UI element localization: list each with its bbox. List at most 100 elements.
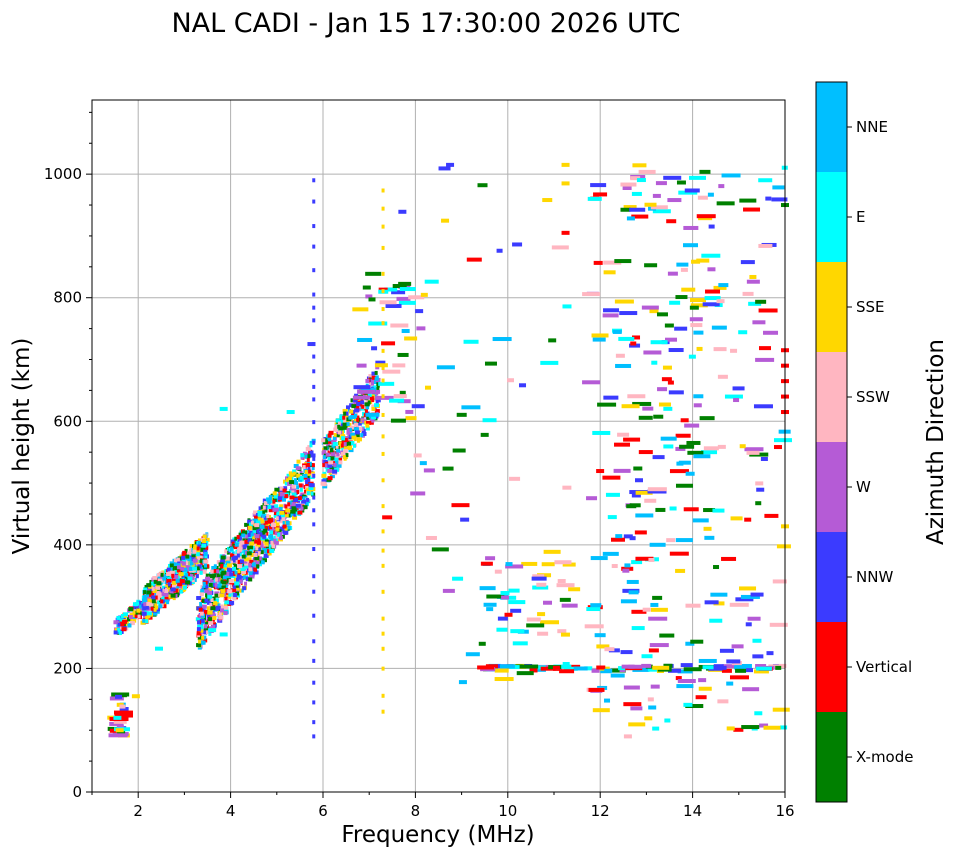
echo-point bbox=[304, 454, 309, 459]
echo-point bbox=[353, 443, 357, 448]
echo-point bbox=[337, 463, 342, 468]
echo-point bbox=[602, 313, 619, 318]
echo-point bbox=[146, 590, 152, 595]
echo-point bbox=[590, 603, 602, 608]
echo-point bbox=[650, 684, 660, 689]
echo-point bbox=[650, 607, 668, 612]
echo-point bbox=[342, 455, 346, 460]
echo-point bbox=[675, 446, 686, 451]
echo-point bbox=[586, 496, 598, 501]
echo-point bbox=[630, 176, 641, 181]
echo-point bbox=[306, 457, 310, 462]
echo-point bbox=[262, 526, 267, 531]
echo-point bbox=[346, 427, 350, 432]
echo-point bbox=[323, 446, 328, 451]
echo-point bbox=[748, 301, 762, 306]
echo-point bbox=[167, 582, 171, 587]
echo-point bbox=[740, 260, 755, 265]
echo-point bbox=[269, 530, 274, 535]
echo-point bbox=[270, 503, 275, 508]
echo-point bbox=[650, 340, 668, 345]
echo-point bbox=[343, 442, 347, 447]
echo-point bbox=[354, 408, 360, 413]
echo-point bbox=[307, 478, 311, 483]
echo-point bbox=[224, 584, 228, 589]
echo-point bbox=[113, 715, 122, 720]
echo-point bbox=[341, 451, 346, 456]
echo-point bbox=[295, 503, 301, 508]
echo-point bbox=[254, 523, 260, 528]
echo-point bbox=[273, 535, 278, 540]
echo-point bbox=[371, 418, 375, 423]
echo-point bbox=[252, 526, 258, 531]
echo-point bbox=[203, 628, 208, 633]
echo-point bbox=[217, 583, 222, 588]
echo-point bbox=[312, 440, 316, 445]
echo-point bbox=[666, 219, 677, 224]
echo-point bbox=[223, 611, 228, 616]
echo-point bbox=[263, 528, 268, 533]
echo-point bbox=[610, 668, 626, 673]
echo-point bbox=[207, 590, 213, 595]
echo-point bbox=[338, 426, 344, 431]
echo-point bbox=[483, 602, 497, 607]
echo-point bbox=[729, 675, 749, 680]
echo-point bbox=[326, 437, 332, 442]
echo-point bbox=[750, 592, 764, 597]
echo-point bbox=[339, 415, 345, 420]
echo-point bbox=[175, 578, 180, 583]
echo-point bbox=[206, 614, 211, 619]
echo-point bbox=[353, 420, 357, 425]
echo-point bbox=[713, 347, 727, 352]
echo-point bbox=[356, 405, 360, 410]
echo-point bbox=[139, 611, 143, 616]
echo-point bbox=[340, 434, 346, 439]
plot-frame bbox=[91, 99, 786, 793]
echo-point bbox=[199, 628, 203, 633]
echo-point bbox=[772, 185, 785, 190]
echo-point bbox=[649, 643, 669, 648]
echo-point bbox=[289, 495, 295, 500]
echo-point bbox=[621, 404, 640, 409]
echo-point bbox=[200, 589, 205, 594]
echo-point bbox=[232, 571, 236, 576]
echo-point bbox=[381, 321, 385, 326]
echo-point bbox=[275, 493, 280, 498]
echo-point bbox=[169, 570, 175, 575]
echo-point bbox=[300, 506, 304, 511]
echo-point bbox=[209, 578, 215, 583]
echo-point bbox=[312, 369, 316, 374]
echo-point bbox=[254, 567, 258, 572]
echo-point bbox=[683, 507, 699, 512]
echo-point bbox=[309, 483, 315, 488]
echo-point bbox=[224, 600, 230, 605]
echo-point bbox=[213, 601, 218, 606]
echo-point bbox=[374, 403, 380, 408]
echo-point bbox=[305, 446, 311, 451]
echo-point bbox=[249, 559, 254, 564]
echo-point bbox=[296, 459, 301, 464]
echo-point bbox=[298, 483, 303, 488]
echo-point bbox=[203, 559, 209, 564]
echo-point bbox=[352, 307, 369, 312]
echo-point bbox=[642, 406, 654, 411]
echo-point bbox=[141, 598, 147, 603]
echo-point bbox=[117, 693, 127, 698]
echo-point bbox=[234, 570, 238, 575]
echo-point bbox=[216, 560, 220, 565]
echo-point bbox=[271, 523, 277, 528]
echo-point bbox=[227, 589, 233, 594]
echo-point bbox=[306, 497, 310, 502]
echo-point bbox=[452, 448, 466, 453]
echo-point bbox=[381, 434, 385, 439]
echo-point bbox=[254, 556, 260, 561]
echo-point bbox=[349, 425, 355, 430]
echo-point bbox=[413, 453, 422, 458]
echo-point bbox=[237, 571, 241, 576]
echo-point bbox=[226, 594, 232, 599]
echo-point bbox=[381, 188, 385, 193]
echo-point bbox=[739, 586, 757, 591]
echo-point bbox=[237, 569, 241, 574]
echo-point bbox=[271, 505, 275, 510]
